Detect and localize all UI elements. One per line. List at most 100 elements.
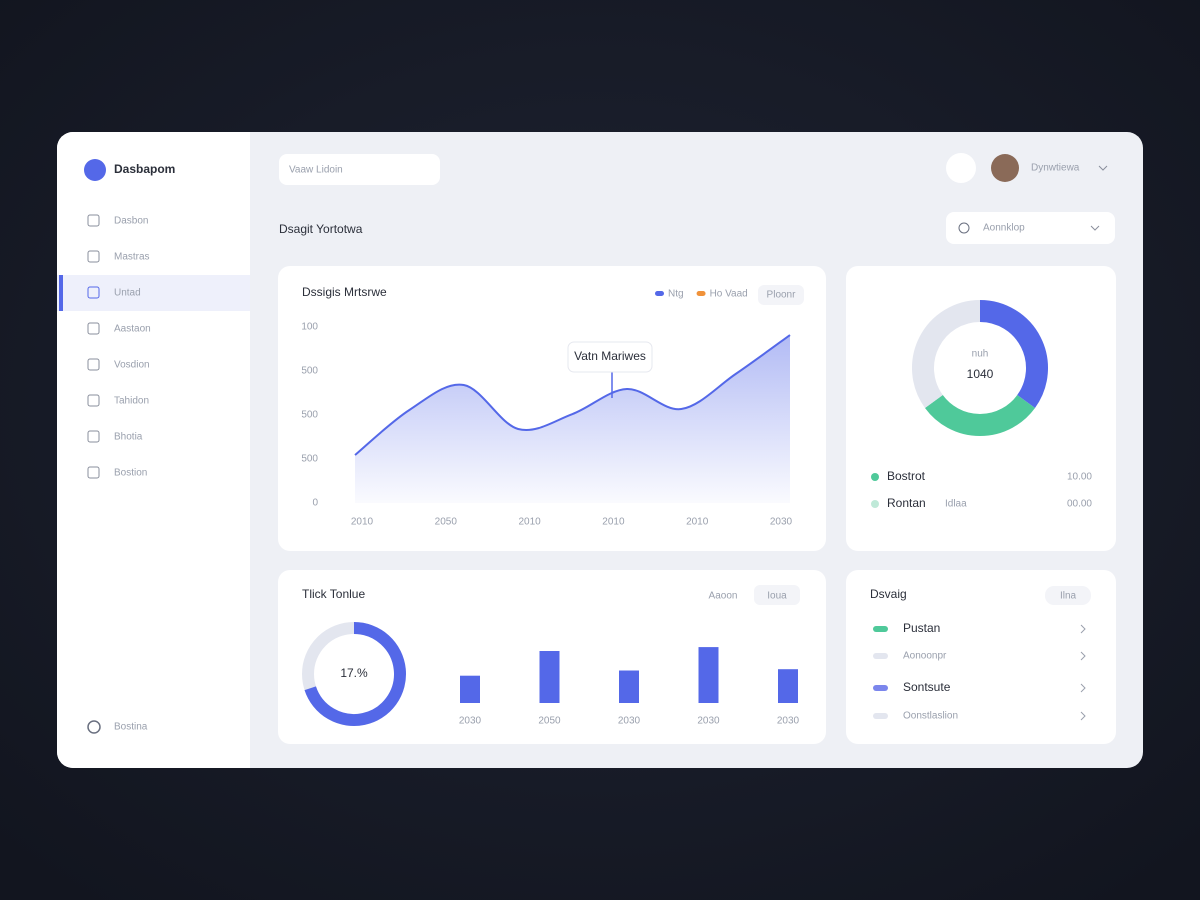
x-label: 2050	[538, 716, 561, 727]
nav-item[interactable]: Aastaon	[114, 324, 151, 335]
brand-logo	[84, 159, 106, 181]
x-label: 2030	[697, 716, 720, 727]
card	[846, 570, 1116, 744]
item-label[interactable]: Aonoonpr	[903, 651, 947, 662]
tooltip-text: Vatn Mariwes	[574, 349, 646, 363]
nav-icon	[87, 466, 100, 479]
nav-item[interactable]: Tahidon	[114, 396, 149, 407]
sidebar	[57, 132, 250, 768]
item-icon	[873, 626, 888, 632]
legend-value: 10.00	[1067, 472, 1092, 483]
card	[846, 266, 1116, 551]
chip	[1045, 586, 1091, 605]
nav-icon	[87, 250, 100, 263]
x-label: 2030	[618, 716, 641, 727]
donut-segment	[924, 394, 1036, 436]
footer-icon	[87, 720, 101, 734]
button-label: Aaoon	[709, 591, 738, 602]
tooltip	[567, 341, 653, 373]
item-chevron	[1080, 711, 1086, 721]
y-label: 500	[301, 410, 318, 421]
item-chevron	[1080, 624, 1086, 634]
chip-label: Ilna	[1060, 591, 1077, 602]
nav-item[interactable]: Mastras	[114, 252, 150, 263]
button-label: Ioua	[767, 591, 787, 602]
button-label: Ploonr	[767, 290, 797, 301]
nav-icon	[87, 394, 100, 407]
nav-icon	[87, 358, 100, 371]
donut-segment	[912, 300, 981, 408]
button[interactable]	[758, 285, 804, 305]
button[interactable]	[754, 585, 800, 605]
ring-progress	[304, 622, 406, 726]
x-label: 2030	[770, 517, 793, 528]
donut-segment	[979, 300, 1048, 408]
nav-item[interactable]: Vosdion	[114, 360, 150, 371]
item-icon	[873, 713, 888, 719]
x-label: 2010	[351, 517, 374, 528]
ring-text: 17.%	[340, 666, 368, 680]
legend-swatch	[655, 291, 664, 296]
item-label[interactable]: Sontsute	[903, 680, 951, 694]
page-title: Dsagit Yortotwa	[279, 222, 363, 236]
legend-label: Rontan	[887, 496, 926, 510]
dropdown-label: Aonnklop	[983, 223, 1025, 234]
dropdown[interactable]	[946, 212, 1115, 244]
bar	[460, 675, 480, 703]
x-label: 2010	[602, 517, 625, 528]
avatar[interactable]	[991, 154, 1019, 182]
notify-button[interactable]	[946, 153, 976, 183]
item-label[interactable]: Pustan	[903, 621, 940, 635]
x-label: 2010	[518, 517, 541, 528]
card-title: Tlick Tonlue	[302, 587, 365, 601]
nav-icon	[87, 286, 100, 299]
item-icon	[873, 685, 888, 691]
dropdown-icon	[958, 222, 970, 234]
nav: Dasbon Mastras Untad Aastaon Vosdion Tahidon B…	[57, 214, 250, 479]
card-title: Dssigis Mrtsrwe	[302, 285, 387, 299]
brand: Dasbapom	[114, 162, 175, 176]
bar	[778, 669, 798, 703]
card-title: Dsvaig	[870, 587, 907, 601]
widgets: Dssigis Mrtsrwe Ntg Ho Vaad Ploonr 100 500 500…	[301, 285, 1092, 727]
nav-active-bar	[59, 275, 63, 311]
donut-value: 1040	[967, 367, 994, 381]
nav-icon	[87, 322, 100, 335]
item-icon	[873, 653, 888, 659]
x-label: 2030	[777, 716, 800, 727]
legend-label: Bostrot	[887, 469, 926, 483]
search-placeholder: Vaaw Lidoin	[289, 165, 343, 176]
item-chevron	[1080, 651, 1086, 661]
line	[354, 334, 791, 456]
legend-label: Ntg	[668, 289, 684, 300]
item-chevron	[1080, 683, 1086, 693]
legend-label: Ho Vaad	[710, 289, 748, 300]
nav-item[interactable]: Untad	[114, 288, 141, 299]
nav-item[interactable]: Bhotia	[114, 432, 143, 443]
legend-value: 00.00	[1067, 499, 1092, 510]
chevron	[1098, 165, 1108, 171]
y-label: 500	[301, 454, 318, 465]
x-label: 2030	[459, 716, 482, 727]
bar	[698, 647, 719, 703]
x-label: 2010	[686, 517, 709, 528]
search-box[interactable]	[279, 154, 440, 185]
item-label[interactable]: Oonstlaslion	[903, 711, 958, 722]
legend-swatch	[696, 291, 706, 296]
nav-item[interactable]: Dasbon	[114, 216, 148, 227]
y-label: 100	[301, 322, 318, 333]
user-name[interactable]: Dynwtiewa	[1031, 163, 1080, 174]
chevron	[1090, 225, 1100, 231]
legend-note: Idlaa	[945, 499, 967, 510]
donut-caption: nuh	[972, 349, 989, 360]
bar	[619, 670, 639, 703]
y-label: 500	[301, 366, 318, 377]
y-label: 0	[312, 498, 318, 509]
bar	[539, 651, 560, 703]
sidebar-footer[interactable]: Bostina	[114, 722, 148, 733]
nav-icon	[87, 214, 100, 227]
nav-item[interactable]: Bostion	[114, 468, 147, 479]
area	[355, 335, 790, 503]
